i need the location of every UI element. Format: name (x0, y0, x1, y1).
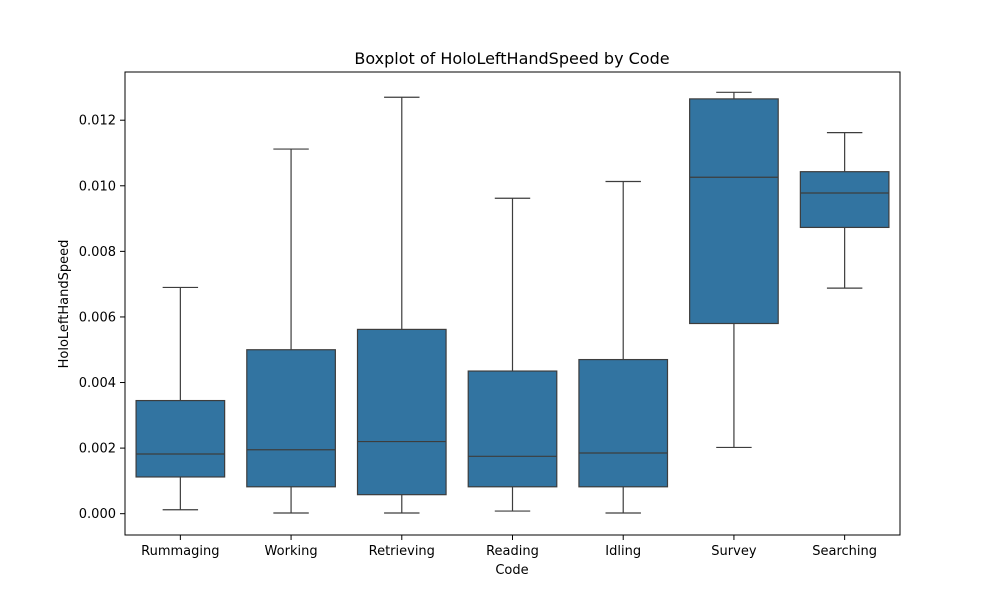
box-iqr (689, 98, 779, 325)
box-iqr (467, 370, 558, 488)
y-tick-label: 0.004 (79, 376, 116, 391)
box-reading (467, 197, 558, 512)
y-axis: 0.000 0.002 0.004 0.006 0.008 0.010 0.012 (79, 114, 125, 522)
y-axis-label: HoloLeftHandSpeed (57, 240, 72, 369)
box-working (246, 148, 336, 514)
x-tick-label: Working (265, 544, 318, 559)
box-iqr (135, 399, 226, 478)
box-survey (689, 91, 779, 449)
x-tick-label: Rummaging (141, 544, 219, 559)
x-tick-label: Searching (812, 544, 877, 559)
x-tick-label: Reading (486, 544, 539, 559)
x-tick-label: Survey (711, 544, 757, 559)
plot-area (135, 91, 890, 514)
y-tick-label: 0.006 (79, 310, 116, 325)
x-axis: Rummaging Working Retrieving Reading Idling S… (141, 535, 877, 559)
y-tick-label: 0.012 (79, 114, 116, 129)
box-retrieving (356, 96, 447, 514)
y-tick-label: 0.002 (79, 442, 116, 457)
box-rummaging (135, 286, 226, 511)
chart-title: Boxplot of HoloLeftHandSpeed by Code (354, 49, 669, 68)
box-iqr (356, 328, 447, 496)
box-iqr (578, 358, 669, 488)
y-tick-label: 0.010 (79, 179, 116, 194)
x-tick-label: Retrieving (369, 544, 435, 559)
x-tick-label: Idling (605, 544, 641, 559)
box-searching (799, 132, 890, 289)
y-tick-label: 0.008 (79, 245, 116, 260)
box-iqr (799, 171, 890, 229)
box-iqr (246, 349, 336, 488)
box-idling (578, 180, 669, 514)
x-axis-label: Code (495, 563, 528, 578)
y-tick-label: 0.000 (79, 507, 116, 522)
